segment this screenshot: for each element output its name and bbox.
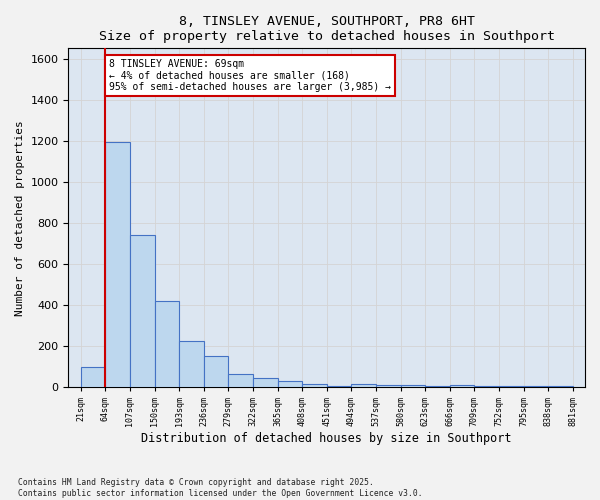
Bar	[401, 386, 425, 388]
Bar	[130, 236, 155, 388]
Bar	[302, 384, 327, 388]
Y-axis label: Number of detached properties: Number of detached properties	[15, 120, 25, 316]
X-axis label: Distribution of detached houses by size in Southport: Distribution of detached houses by size …	[142, 432, 512, 445]
Bar	[229, 374, 253, 388]
Bar	[81, 367, 106, 388]
Bar	[524, 386, 548, 388]
Bar	[155, 301, 179, 388]
Title: 8, TINSLEY AVENUE, SOUTHPORT, PR8 6HT
Size of property relative to detached hous: 8, TINSLEY AVENUE, SOUTHPORT, PR8 6HT Si…	[99, 15, 555, 43]
Bar	[499, 386, 524, 388]
Bar	[425, 386, 450, 388]
Bar	[106, 142, 130, 388]
Bar	[278, 382, 302, 388]
Bar	[548, 386, 573, 388]
Bar	[253, 378, 278, 388]
Text: Contains HM Land Registry data © Crown copyright and database right 2025.
Contai: Contains HM Land Registry data © Crown c…	[18, 478, 422, 498]
Bar	[376, 386, 401, 388]
Bar	[327, 386, 352, 388]
Bar	[204, 356, 229, 388]
Text: 8 TINSLEY AVENUE: 69sqm
← 4% of detached houses are smaller (168)
95% of semi-de: 8 TINSLEY AVENUE: 69sqm ← 4% of detached…	[109, 58, 391, 92]
Bar	[179, 341, 204, 388]
Bar	[475, 386, 499, 388]
Bar	[450, 386, 475, 388]
Bar	[352, 384, 376, 388]
